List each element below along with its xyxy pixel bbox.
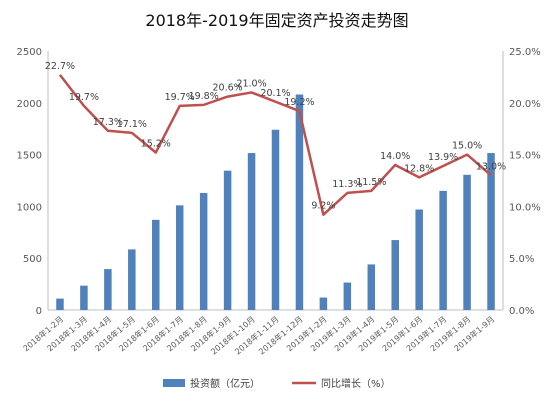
- right-tick-label: 15.0%: [509, 151, 541, 162]
- legend-bar-swatch: [163, 379, 185, 387]
- bar: [104, 269, 112, 310]
- legend-label-investment: 投资额（亿元）: [190, 377, 260, 390]
- chart-title: 2018年-2019年固定资产投资走势图: [145, 11, 408, 30]
- bar: [199, 192, 208, 310]
- bar: [128, 249, 136, 310]
- data-label: 11.5%: [356, 177, 386, 188]
- x-tick-label: 2019年1-6月: [380, 314, 424, 353]
- bar: [463, 174, 471, 310]
- right-tick-label: 20.0%: [509, 99, 541, 110]
- data-label: 21.0%: [236, 78, 266, 89]
- bar: [295, 94, 304, 311]
- bar: [56, 298, 64, 310]
- data-label: 19.7%: [165, 92, 195, 103]
- legend: 投资额（亿元） 同比增长（%）: [163, 377, 391, 390]
- data-label: 15.2%: [141, 139, 171, 150]
- x-tick-label: 2019年1-9月: [452, 314, 496, 353]
- growth-line: [58, 74, 492, 216]
- bar: [487, 153, 495, 310]
- x-tick-label: 2018年1-3月: [45, 314, 89, 353]
- x-tick-label: 2018年1-7月: [141, 314, 185, 353]
- left-tick-label: 1000: [17, 202, 42, 213]
- x-tick-label: 2018年1-8月: [165, 314, 209, 353]
- data-label: 14.0%: [380, 151, 410, 162]
- data-label: 13.9%: [428, 152, 458, 163]
- x-tick-label: 2019年1-3月: [308, 314, 352, 353]
- x-tick-label: 2018年1-2月: [21, 314, 65, 353]
- data-label: 19.2%: [284, 97, 314, 108]
- left-tick-label: 2000: [17, 99, 42, 110]
- bar: [415, 209, 423, 310]
- bar: [439, 190, 447, 310]
- data-label: 12.8%: [404, 163, 434, 174]
- x-tick-label: 2019年1-8月: [428, 314, 472, 353]
- bar: [223, 170, 232, 310]
- right-tick-label: 25.0%: [509, 47, 541, 58]
- x-tick-label: 2018年1-4月: [69, 314, 113, 353]
- bar: [80, 285, 88, 310]
- right-tick-label: 5.0%: [509, 254, 534, 265]
- data-label: 17.3%: [93, 117, 123, 128]
- data-label: 17.1%: [117, 119, 147, 130]
- data-label: 22.7%: [45, 61, 75, 72]
- bar: [271, 129, 280, 310]
- data-label: 13.0%: [476, 161, 506, 172]
- data-label: 19.7%: [69, 92, 99, 103]
- legend-label-growth: 同比增长（%）: [321, 377, 391, 390]
- bars-layer: [56, 94, 495, 311]
- right-tick-label: 0.0%: [509, 306, 534, 317]
- bar: [367, 264, 376, 310]
- data-label: 20.1%: [260, 88, 290, 99]
- bar: [175, 205, 184, 310]
- left-tick-label: 1500: [17, 151, 42, 162]
- bar: [343, 282, 352, 310]
- data-label: 15.0%: [452, 141, 482, 152]
- left-tick-label: 2500: [17, 47, 42, 58]
- x-tick-label: 2018年1-5月: [93, 314, 137, 353]
- left-tick-label: 500: [23, 254, 42, 265]
- data-label: 9.2%: [311, 201, 335, 212]
- bar: [391, 240, 399, 310]
- x-tick-label: 2019年1-5月: [356, 314, 400, 353]
- bar: [152, 219, 160, 310]
- data-label: 11.3%: [332, 179, 362, 190]
- data-label: 19.8%: [189, 91, 219, 102]
- line-layer: [58, 74, 492, 216]
- left-tick-label: 0: [36, 306, 42, 317]
- bar: [319, 297, 328, 310]
- x-tick-label: 2019年1-2月: [284, 314, 328, 353]
- x-tick-label: 2019年1-4月: [332, 314, 376, 353]
- right-tick-label: 10.0%: [509, 202, 541, 213]
- bar: [247, 153, 256, 310]
- data-labels-layer: 22.7%19.7%17.3%17.1%15.2%19.7%19.8%20.6%…: [45, 61, 506, 212]
- data-label: 20.6%: [213, 83, 243, 94]
- x-tick-label: 2018年1-6月: [117, 314, 161, 353]
- x-tick-label: 2019年1-7月: [404, 314, 448, 353]
